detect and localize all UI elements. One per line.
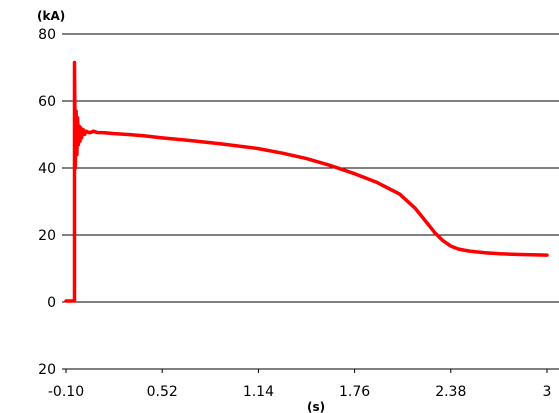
series-group (64, 60, 549, 303)
x-tick-label: 0.52 (147, 384, 178, 400)
x-tick-label: 2.38 (435, 384, 466, 400)
x-tick-label: -0.10 (48, 384, 84, 400)
y-tick-label: 20 (38, 362, 56, 378)
y-tick-label: 40 (38, 161, 56, 177)
y-axis-unit-label: (kA) (37, 9, 65, 23)
x-axis-unit-label: (s) (307, 400, 325, 413)
series-line (64, 60, 549, 303)
gridlines (66, 33, 559, 303)
y-tick-label: 60 (38, 94, 56, 110)
y-tick-label: 80 (38, 27, 56, 43)
y-tick-label: 20 (38, 228, 56, 244)
labels: (kA) (s) (37, 9, 325, 413)
x-tick-label: 1.76 (339, 384, 370, 400)
x-tick-label: 1.14 (243, 384, 274, 400)
x-tick-label: 3 (543, 384, 552, 400)
axes: 20 0 20 40 60 80 -0.10 0.52 1.14 1.76 2.38 3 (38, 27, 559, 400)
y-tick-label: 0 (47, 295, 56, 311)
